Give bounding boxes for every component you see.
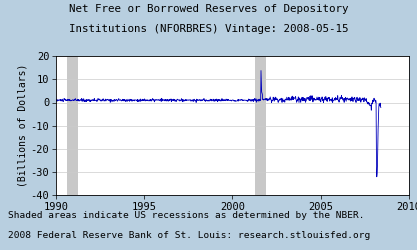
Bar xyxy=(67,56,78,195)
Text: 2008 Federal Reserve Bank of St. Louis: research.stlouisfed.org: 2008 Federal Reserve Bank of St. Louis: … xyxy=(8,231,371,240)
Text: Net Free or Borrowed Reserves of Depository: Net Free or Borrowed Reserves of Deposit… xyxy=(69,4,348,14)
Y-axis label: (Billions of Dollars): (Billions of Dollars) xyxy=(18,64,28,187)
Text: Shaded areas indicate US recessions as determined by the NBER.: Shaded areas indicate US recessions as d… xyxy=(8,211,365,220)
Bar xyxy=(254,56,266,195)
Text: Institutions (NFORBRES) Vintage: 2008-05-15: Institutions (NFORBRES) Vintage: 2008-05… xyxy=(69,24,348,34)
